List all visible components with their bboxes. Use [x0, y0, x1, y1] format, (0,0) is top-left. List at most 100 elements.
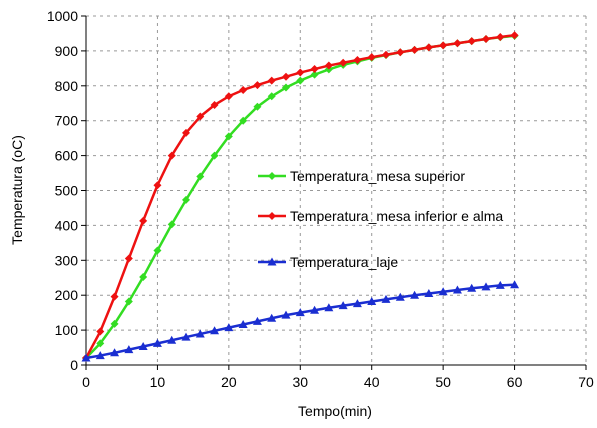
legend-marker — [267, 257, 277, 266]
y-tick-label: 900 — [55, 43, 79, 59]
y-tick-label: 800 — [55, 78, 79, 94]
data-point — [182, 195, 190, 204]
data-point — [167, 151, 176, 160]
x-tick-label: 0 — [82, 374, 90, 390]
y-tick-label: 400 — [55, 217, 79, 233]
data-point — [353, 55, 362, 64]
series-3 — [81, 280, 520, 362]
data-point — [224, 132, 233, 141]
y-tick-label: 700 — [55, 113, 79, 129]
data-point — [210, 326, 220, 335]
data-point — [467, 283, 477, 292]
data-point — [396, 48, 405, 57]
data-point — [267, 313, 277, 322]
x-tick-label: 50 — [435, 374, 451, 390]
data-point — [338, 301, 348, 310]
data-point — [495, 280, 505, 289]
legend-entry: Temperatura_laje — [258, 254, 398, 270]
data-point — [96, 339, 105, 348]
data-point — [253, 102, 262, 111]
y-tick-label: 0 — [70, 357, 78, 373]
data-point — [195, 329, 205, 338]
axes — [81, 15, 587, 370]
data-point — [410, 290, 420, 299]
data-point — [296, 76, 305, 85]
legend-entry: Temperatura_mesa inferior e alma — [258, 208, 503, 224]
data-point — [395, 292, 405, 301]
legend: Temperatura_mesa superior Temperatura_mes… — [258, 168, 503, 270]
y-tick-label: 100 — [55, 322, 79, 338]
data-point — [424, 43, 433, 52]
data-point — [453, 39, 462, 48]
data-point — [253, 81, 262, 90]
x-tick-label: 40 — [364, 374, 380, 390]
legend-label: Temperatura_laje — [290, 254, 398, 270]
data-point — [282, 72, 290, 81]
data-point — [110, 292, 119, 301]
data-point — [96, 327, 105, 336]
data-point — [124, 254, 133, 263]
data-point — [224, 323, 234, 332]
data-point — [167, 335, 177, 344]
legend-marker — [268, 172, 276, 180]
data-point — [439, 41, 448, 50]
data-point — [181, 332, 191, 341]
data-point — [310, 65, 319, 74]
data-point — [196, 172, 205, 181]
data-point — [81, 353, 91, 362]
data-point — [267, 76, 276, 85]
data-point — [110, 319, 119, 328]
data-point — [153, 181, 162, 190]
y-tick-label: 200 — [55, 287, 79, 303]
y-tick-label: 500 — [55, 183, 79, 199]
data-point — [496, 32, 505, 41]
data-point — [510, 280, 520, 289]
legend-marker — [268, 212, 276, 220]
data-point — [410, 45, 419, 54]
data-point — [224, 92, 233, 101]
x-tick-label: 20 — [221, 374, 237, 390]
series-2 — [82, 31, 519, 363]
data-point — [282, 83, 290, 92]
data-point — [196, 112, 205, 121]
data-point — [367, 296, 377, 305]
y-tick-label: 1000 — [47, 8, 78, 24]
data-point — [210, 151, 219, 160]
data-point — [310, 70, 319, 79]
data-point — [182, 128, 190, 137]
data-point — [281, 310, 291, 319]
data-point — [124, 297, 133, 306]
data-point — [252, 316, 262, 325]
data-point — [324, 61, 333, 70]
data-point — [424, 288, 434, 297]
data-point — [153, 246, 162, 255]
x-tick-label: 60 — [507, 374, 523, 390]
data-point — [481, 282, 491, 291]
tick-labels: 0 100 200 300 400 500 600 700 800 900 1000 0 10 20 30 4… — [47, 8, 594, 390]
legend-label: Temperatura_mesa inferior e alma — [290, 208, 503, 224]
data-point — [438, 287, 448, 296]
data-point — [367, 53, 376, 62]
series-layer — [81, 31, 520, 363]
data-point — [295, 308, 305, 317]
data-point — [467, 37, 476, 46]
data-point — [110, 348, 120, 357]
data-point — [239, 85, 248, 94]
data-point — [138, 342, 148, 351]
data-point — [482, 35, 490, 44]
data-point — [310, 305, 320, 314]
data-point — [139, 216, 148, 225]
data-point — [238, 320, 248, 329]
data-point — [381, 294, 391, 303]
data-point — [452, 285, 462, 294]
legend-entry: Temperatura_mesa superior — [258, 168, 465, 184]
x-axis-title: Tempo(min) — [298, 403, 372, 419]
y-tick-label: 600 — [55, 148, 79, 164]
y-tick-label: 300 — [55, 252, 79, 268]
x-tick-label: 30 — [292, 374, 308, 390]
data-point — [167, 220, 176, 229]
data-point — [339, 58, 348, 67]
data-point — [124, 345, 134, 354]
data-point — [510, 31, 519, 40]
